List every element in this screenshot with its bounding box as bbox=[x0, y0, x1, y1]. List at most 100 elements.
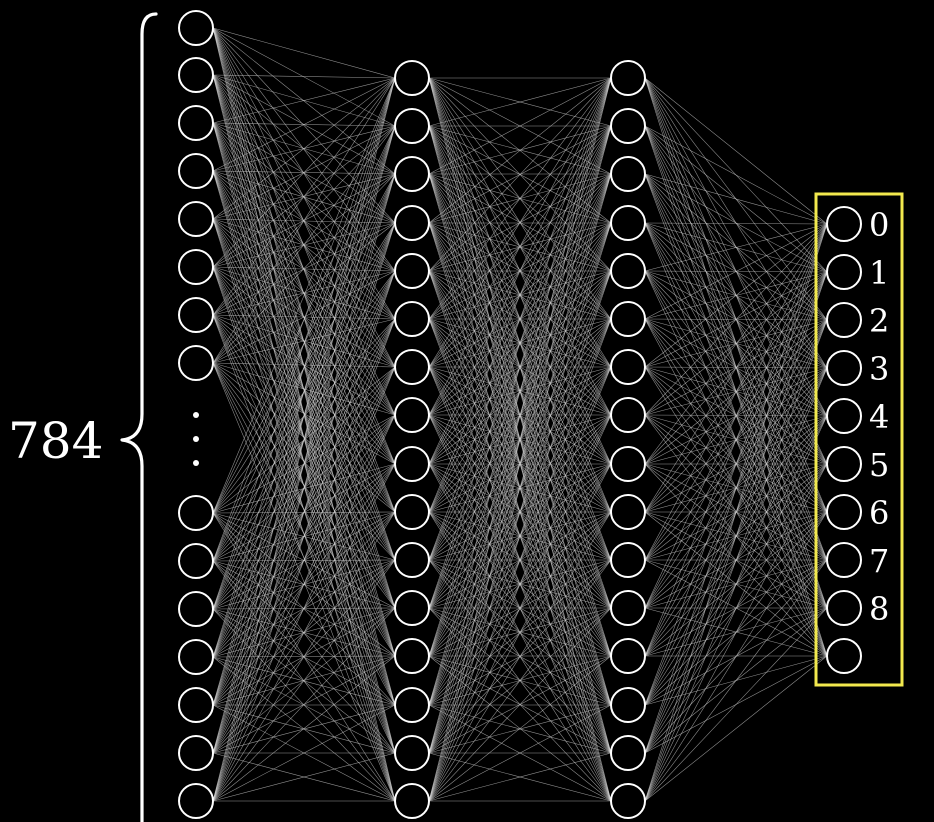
output-digit-label: 2 bbox=[869, 302, 889, 340]
neuron-nodes bbox=[178, 10, 862, 819]
connection-edge bbox=[644, 223, 828, 368]
hidden2-neuron bbox=[610, 542, 646, 578]
connection-edge bbox=[212, 27, 396, 272]
output-neuron bbox=[826, 542, 862, 578]
connection-edge bbox=[644, 271, 828, 802]
connection-edge bbox=[212, 362, 396, 802]
connection-edge bbox=[644, 173, 828, 417]
input-neuron bbox=[178, 783, 214, 819]
connection-edge bbox=[212, 752, 396, 802]
connection-edge bbox=[428, 655, 612, 802]
connection-edge bbox=[644, 223, 828, 465]
input-neuron bbox=[178, 591, 214, 627]
connection-edge bbox=[212, 270, 396, 364]
hidden1-neuron bbox=[394, 156, 430, 192]
input-neuron bbox=[178, 495, 214, 531]
connection-edge bbox=[428, 77, 612, 320]
connection-edge bbox=[212, 77, 396, 610]
hidden1-neuron bbox=[394, 108, 430, 144]
connection-edge bbox=[212, 362, 396, 513]
connection-edge bbox=[428, 318, 612, 802]
connection-edge bbox=[644, 319, 828, 802]
connection-edge bbox=[212, 559, 396, 802]
connection-edge bbox=[212, 77, 396, 220]
connection-edge bbox=[428, 77, 612, 561]
connection-edge bbox=[428, 77, 612, 175]
connection-edge bbox=[644, 125, 828, 225]
hidden1-neuron bbox=[394, 397, 430, 433]
connection-edge bbox=[212, 318, 396, 364]
connection-edge bbox=[212, 655, 396, 802]
connection-edge bbox=[644, 559, 828, 802]
connection-edge bbox=[428, 414, 612, 802]
output-digit-label: 5 bbox=[869, 446, 889, 484]
hidden1-neuron bbox=[394, 687, 430, 723]
connection-edge bbox=[212, 173, 396, 802]
connection-edge bbox=[644, 415, 828, 802]
output-neuron bbox=[826, 446, 862, 482]
connection-edge bbox=[428, 463, 612, 802]
connection-edge bbox=[428, 511, 612, 802]
connection-edge bbox=[644, 655, 828, 802]
connection-edge bbox=[644, 77, 828, 225]
connection-edge bbox=[428, 77, 612, 754]
connection-edge bbox=[428, 173, 612, 802]
connection-edge bbox=[428, 704, 612, 802]
hidden1-neuron bbox=[394, 349, 430, 385]
hidden2-neuron bbox=[610, 397, 646, 433]
connection-edge bbox=[428, 77, 612, 416]
connection-edge bbox=[212, 27, 396, 368]
hidden2-neuron bbox=[610, 446, 646, 482]
connection-edge bbox=[212, 77, 396, 706]
hidden2-neuron bbox=[610, 783, 646, 819]
connection-edge bbox=[212, 77, 396, 802]
connection-edges bbox=[212, 27, 828, 802]
connection-edge bbox=[212, 77, 396, 658]
connection-edge bbox=[212, 704, 396, 802]
hidden2-neuron bbox=[610, 205, 646, 241]
hidden1-neuron bbox=[394, 783, 430, 819]
input-neuron bbox=[178, 639, 214, 675]
connection-edge bbox=[428, 607, 612, 802]
ellipsis-dot bbox=[193, 412, 199, 418]
hidden2-neuron bbox=[610, 156, 646, 192]
output-neuron bbox=[826, 398, 862, 434]
connection-edge bbox=[212, 77, 396, 514]
output-digit-labels: 0 1 2 3 4 5 6 7 8 bbox=[869, 206, 889, 628]
hidden1-neuron bbox=[394, 735, 430, 771]
input-neuron bbox=[178, 105, 214, 141]
connection-edge bbox=[644, 511, 828, 802]
input-neuron bbox=[178, 345, 214, 381]
connection-edge bbox=[212, 362, 396, 561]
connection-edge bbox=[428, 125, 612, 802]
connection-edge bbox=[644, 223, 828, 706]
hidden1-neuron bbox=[394, 446, 430, 482]
connection-edge bbox=[212, 125, 396, 364]
connection-edge bbox=[428, 77, 612, 706]
input-count-label: 784 bbox=[8, 412, 103, 470]
connection-edge bbox=[212, 366, 396, 802]
connection-edge bbox=[212, 74, 396, 79]
hidden2-neuron bbox=[610, 638, 646, 674]
connection-edge bbox=[428, 77, 612, 513]
connection-edge bbox=[212, 270, 396, 802]
connection-edge bbox=[212, 607, 396, 802]
connection-edge bbox=[644, 222, 828, 225]
connection-edge bbox=[428, 77, 612, 609]
connection-edge bbox=[212, 77, 396, 172]
connection-edge bbox=[428, 270, 612, 802]
hidden1-neuron bbox=[394, 60, 430, 96]
ellipsis-dot bbox=[193, 436, 199, 442]
connection-edge bbox=[644, 223, 828, 272]
connection-edge bbox=[212, 414, 396, 802]
hidden1-neuron bbox=[394, 542, 430, 578]
connection-edge bbox=[212, 77, 396, 316]
connection-edge bbox=[428, 77, 612, 657]
hidden1-neuron bbox=[394, 205, 430, 241]
hidden1-neuron bbox=[394, 494, 430, 530]
connection-edge bbox=[644, 223, 828, 416]
connection-edge bbox=[428, 77, 612, 127]
output-digit-label: 8 bbox=[869, 590, 889, 628]
input-neuron bbox=[178, 201, 214, 237]
